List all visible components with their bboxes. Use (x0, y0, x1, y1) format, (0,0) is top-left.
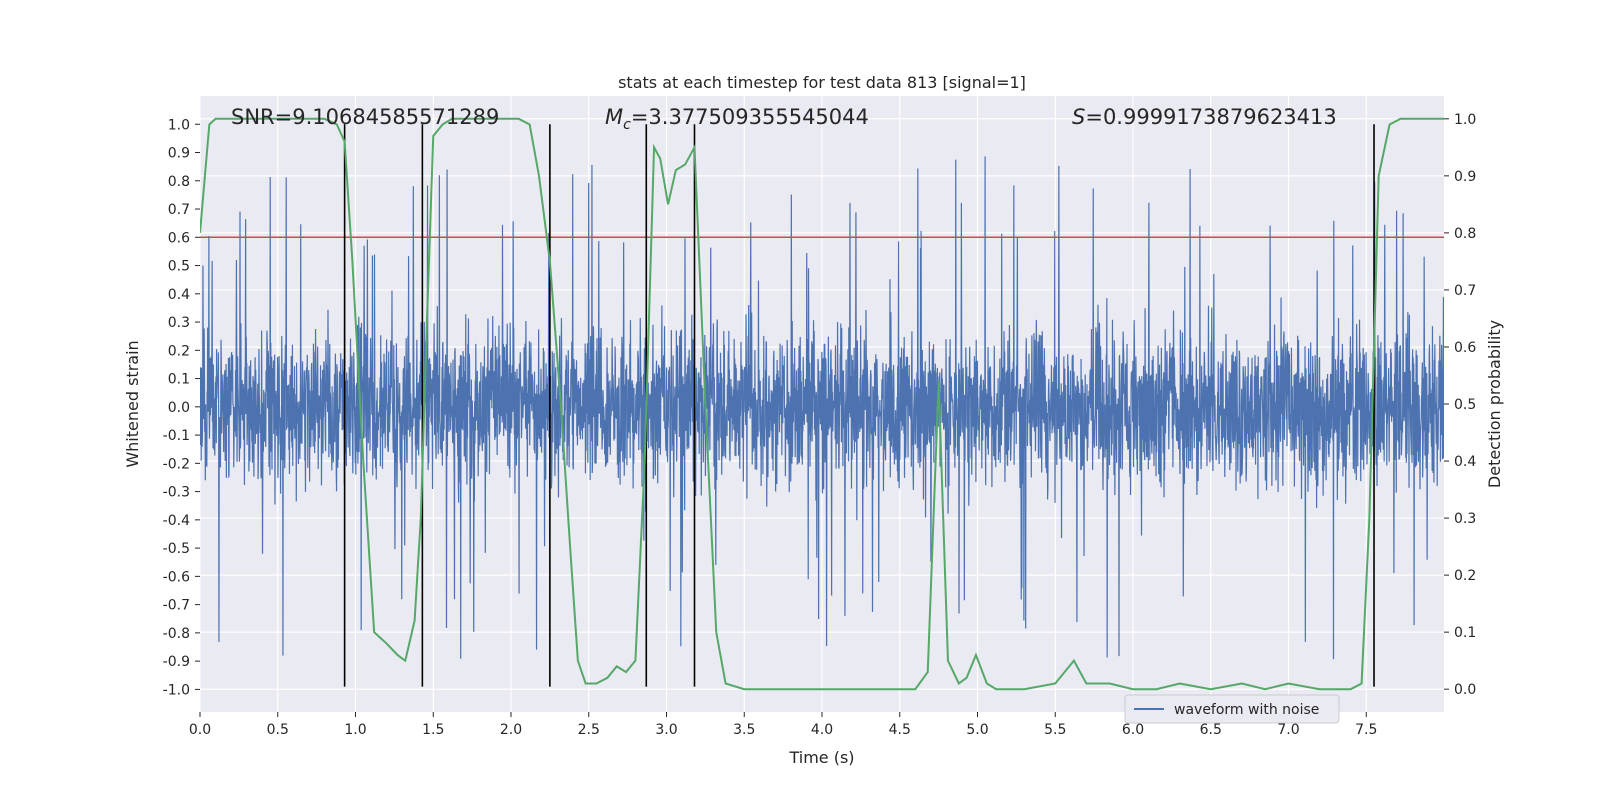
x-tick-label: 1.0 (344, 722, 366, 738)
y-tick-label: -0.7 (163, 598, 190, 614)
x-axis-ticks: 0.0 0.5 1.0 1.5 2.0 2.5 3.0 3.5 4.0 4.5 5.0 5.5 6.0 6… (189, 712, 1377, 738)
y-tick-label: 1.0 (168, 117, 190, 133)
chirp-mass-subscript: c (623, 117, 631, 133)
y2-tick-label: 0.1 (1454, 625, 1476, 641)
y-tick-label: 0.9 (168, 146, 190, 162)
y2-tick-label: 0.6 (1454, 340, 1476, 356)
y-tick-label: 0.8 (168, 174, 190, 190)
y-tick-label: 0.5 (168, 259, 190, 275)
x-tick-label: 2.0 (500, 722, 522, 738)
chirp-mass-value: =3.377509355545044 (631, 105, 869, 129)
chirp-mass-symbol: M (605, 105, 623, 129)
y2-axis-ticks: 1.0 0.9 0.8 0.7 0.6 0.5 0.4 0.3 0.2 0.1 0.0 (1444, 112, 1476, 698)
y-tick-label: -0.2 (163, 456, 190, 472)
y2-tick-label: 0.2 (1454, 568, 1476, 584)
segment-markers (343, 124, 1375, 687)
detection-probability-series (200, 117, 1444, 691)
x-tick-label: 7.5 (1355, 722, 1377, 738)
significance-symbol: S (1072, 105, 1085, 129)
y-tick-label: 0.1 (168, 372, 190, 388)
y-tick-label: 0.4 (168, 287, 190, 303)
y-axis-label: Whitened strain (123, 340, 142, 467)
significance-annotation: S=0.9999173879623413 (1072, 105, 1337, 129)
x-tick-label: 1.5 (422, 722, 444, 738)
y-tick-label: -0.6 (163, 569, 190, 585)
y-tick-label: 0.6 (168, 230, 190, 246)
x-tick-label: 6.5 (1200, 722, 1222, 738)
y2-tick-label: 0.3 (1454, 511, 1476, 527)
y2-tick-label: 0.7 (1454, 283, 1476, 299)
y2-axis-label: Detection probability (1485, 320, 1504, 488)
x-tick-label: 3.0 (655, 722, 677, 738)
y-tick-label: 0.3 (168, 315, 190, 331)
y-tick-label: 0.0 (168, 400, 190, 416)
x-tick-label: 5.5 (1044, 722, 1066, 738)
x-tick-label: 4.5 (889, 722, 911, 738)
significance-value: =0.9999173879623413 (1085, 105, 1336, 129)
snr-annotation: SNR=9.10684585571289 (231, 105, 499, 129)
x-tick-label: 4.0 (811, 722, 833, 738)
y2-tick-label: 1.0 (1454, 112, 1476, 128)
legend-label: waveform with noise (1174, 702, 1319, 718)
x-tick-label: 2.5 (578, 722, 600, 738)
x-tick-label: 5.0 (966, 722, 988, 738)
x-tick-label: 0.5 (267, 722, 289, 738)
x-tick-label: 0.0 (189, 722, 211, 738)
y-tick-label: -0.4 (163, 513, 190, 529)
y-tick-label: 0.2 (168, 343, 190, 359)
y-tick-label: -0.8 (163, 626, 190, 642)
y2-tick-label: 0.4 (1454, 454, 1476, 470)
y-tick-label: -0.9 (163, 654, 190, 670)
y2-tick-label: 0.0 (1454, 682, 1476, 698)
y-tick-label: 0.7 (168, 202, 190, 218)
y-axis-ticks: 1.0 0.9 0.8 0.7 0.6 0.5 0.4 0.3 0.2 0.1 0.0 -0.1 -0.… (163, 117, 200, 698)
y2-tick-label: 0.5 (1454, 397, 1476, 413)
chirp-mass-annotation: Mc=3.377509355545044 (605, 105, 869, 133)
y2-tick-label: 0.9 (1454, 169, 1476, 185)
y2-tick-label: 0.8 (1454, 226, 1476, 242)
y-tick-label: -0.5 (163, 541, 190, 557)
y-tick-label: -1.0 (163, 682, 190, 698)
legend: waveform with noise (1124, 694, 1340, 724)
waveform-series (200, 156, 1444, 660)
x-tick-label: 7.0 (1277, 722, 1299, 738)
y-tick-label: -0.3 (163, 485, 190, 501)
waveform-trace (200, 156, 1444, 660)
x-tick-label: 6.0 (1122, 722, 1144, 738)
chart-title: stats at each timestep for test data 813… (618, 73, 1026, 92)
legend-box (1124, 694, 1340, 724)
x-tick-label: 3.5 (733, 722, 755, 738)
y-tick-label: -0.1 (163, 428, 190, 444)
x-axis-label: Time (s) (788, 748, 854, 767)
